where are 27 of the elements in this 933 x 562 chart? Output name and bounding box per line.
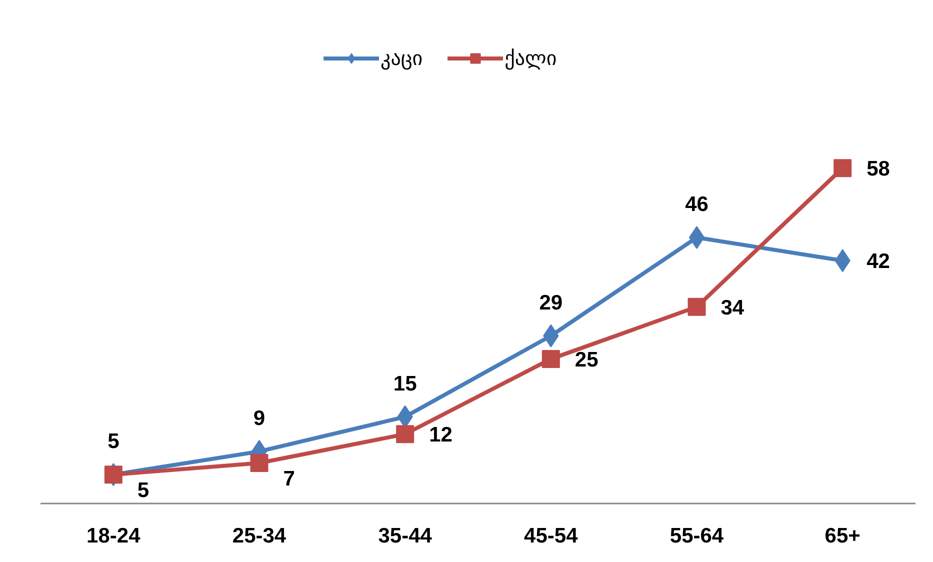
data-label: 29 xyxy=(539,291,563,314)
data-label: 34 xyxy=(720,296,744,320)
x-tick-label: 45-54 xyxy=(524,524,578,548)
data-label: 58 xyxy=(866,158,890,181)
point xyxy=(688,298,706,316)
data-label: 7 xyxy=(283,468,295,491)
data-label: 9 xyxy=(253,406,266,430)
point xyxy=(688,226,705,250)
x-tick-label: 18-24 xyxy=(86,524,141,548)
x-tick-label: 65+ xyxy=(824,524,860,548)
data-label: 25 xyxy=(574,348,599,372)
point xyxy=(834,159,852,178)
data-label: 15 xyxy=(393,372,418,396)
point xyxy=(542,350,560,368)
legend-label: ქალი xyxy=(504,46,557,70)
x-tick-label: 55-64 xyxy=(670,524,724,548)
data-label: 5 xyxy=(108,430,120,454)
point xyxy=(250,454,268,472)
point xyxy=(104,466,122,484)
x-tick-label: 35-44 xyxy=(378,524,432,548)
point xyxy=(396,425,414,444)
data-label: 42 xyxy=(866,250,890,274)
legend-label: კაცი xyxy=(380,46,423,70)
data-label: 46 xyxy=(685,193,708,216)
x-tick-label: 25-34 xyxy=(232,524,286,548)
data-label: 12 xyxy=(429,424,452,447)
data-label: 5 xyxy=(137,479,150,502)
